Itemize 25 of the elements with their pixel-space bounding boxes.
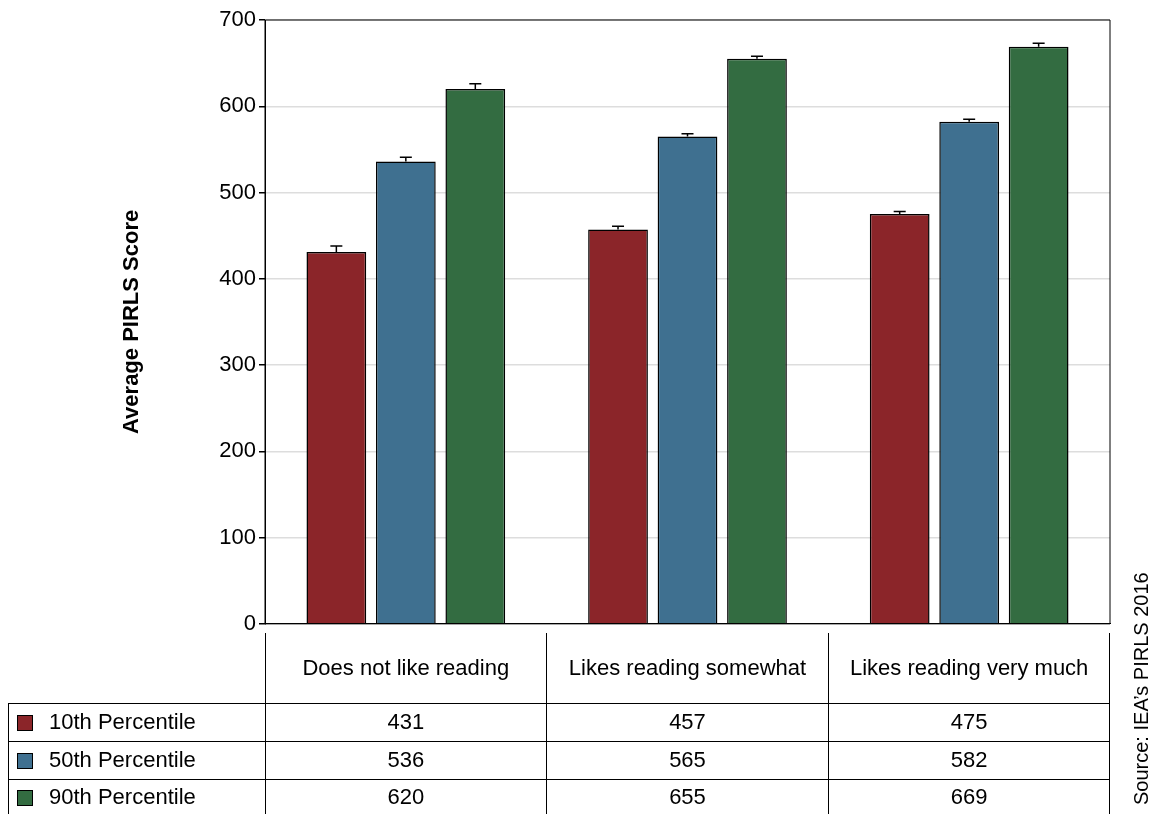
y-tick-label: 200 bbox=[219, 437, 256, 463]
y-tick-label: 300 bbox=[219, 351, 256, 377]
data-label: 431 bbox=[265, 703, 547, 741]
y-tick-label: 0 bbox=[243, 609, 256, 635]
data-label: 655 bbox=[546, 779, 829, 814]
data-label: 620 bbox=[265, 779, 547, 814]
x-tick-label: Likes reading somewhat bbox=[546, 633, 829, 703]
y-axis-title: Average PIRLS Score bbox=[118, 209, 144, 434]
y-tick-label: 600 bbox=[219, 92, 256, 118]
x-tick-label: Likes reading very much bbox=[828, 633, 1110, 703]
y-tick-label: 400 bbox=[219, 264, 256, 290]
data-label: 536 bbox=[265, 741, 547, 779]
y-tick-label: 500 bbox=[219, 178, 256, 204]
source-note: Source: IEA’s PIRLS 2016 bbox=[1130, 571, 1153, 805]
legend-label: 50th Percentile bbox=[8, 741, 265, 779]
data-label: 582 bbox=[828, 741, 1110, 779]
y-tick-label: 100 bbox=[219, 523, 256, 549]
legend-label: 90th Percentile bbox=[8, 779, 265, 814]
data-label: 565 bbox=[546, 741, 829, 779]
data-label: 669 bbox=[828, 779, 1110, 814]
data-label: 475 bbox=[828, 703, 1110, 741]
data-label: 457 bbox=[546, 703, 829, 741]
x-tick-label: Does not like reading bbox=[265, 633, 547, 703]
y-tick-label: 700 bbox=[219, 6, 256, 32]
legend-label: 10th Percentile bbox=[8, 703, 265, 741]
